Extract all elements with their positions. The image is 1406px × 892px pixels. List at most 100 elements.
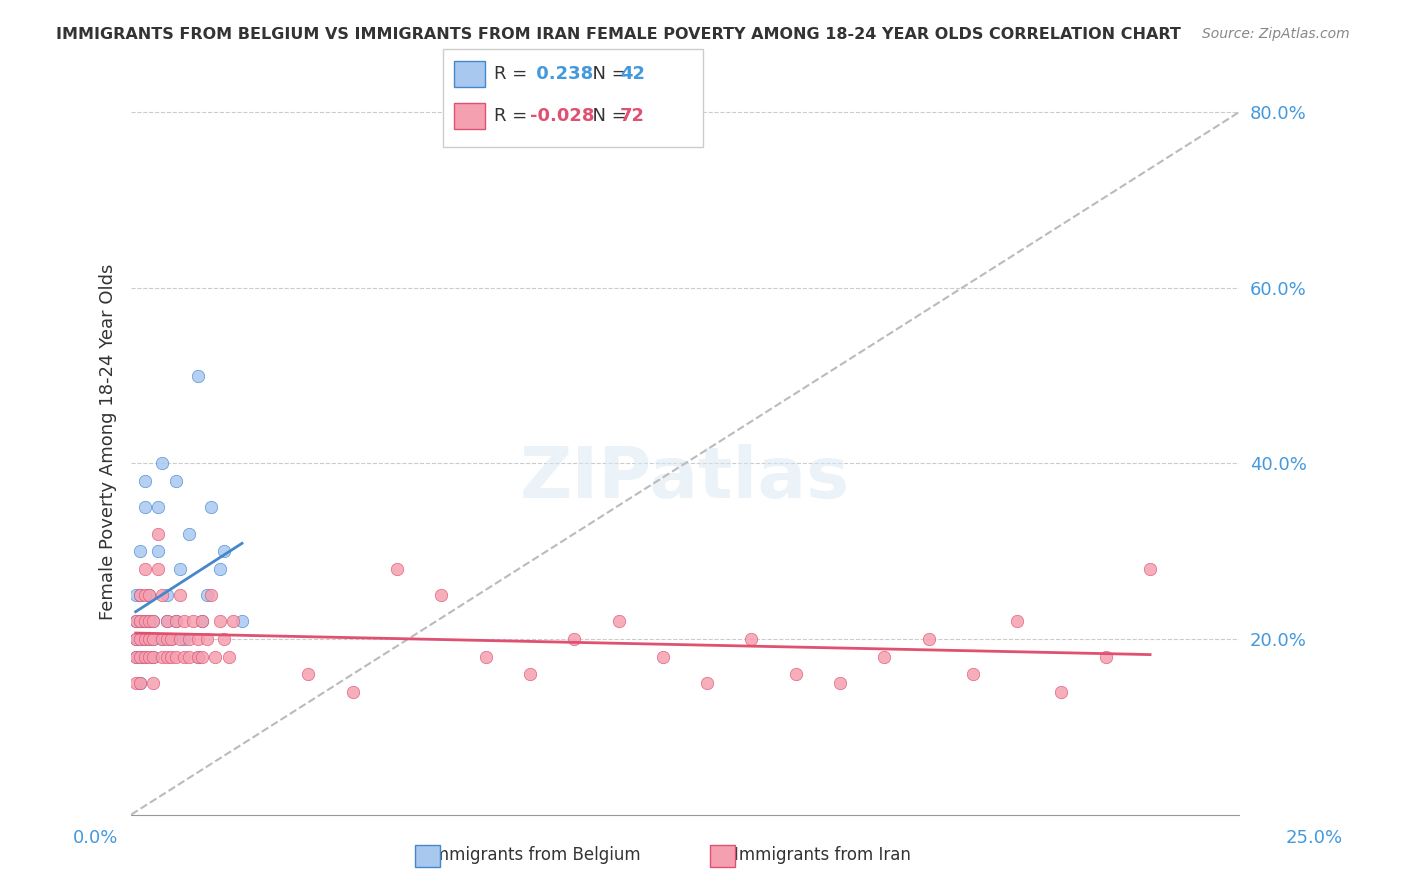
Point	[142, 649, 165, 664]
Point	[124, 615, 146, 629]
Point	[169, 632, 191, 646]
Text: Immigrants from Belgium: Immigrants from Belgium	[427, 846, 641, 863]
Text: IMMIGRANTS FROM BELGIUM VS IMMIGRANTS FROM IRAN FEMALE POVERTY AMONG 18-24 YEAR : IMMIGRANTS FROM BELGIUM VS IMMIGRANTS FR…	[56, 27, 1181, 42]
Point	[177, 632, 200, 646]
Point	[134, 500, 156, 515]
Point	[124, 615, 146, 629]
Point	[138, 615, 160, 629]
Point	[138, 588, 160, 602]
Point	[150, 632, 173, 646]
Text: R =: R =	[494, 65, 533, 83]
Text: ZIPatlas: ZIPatlas	[520, 444, 851, 513]
Point	[146, 500, 169, 515]
Point	[138, 632, 160, 646]
Point	[195, 632, 218, 646]
Point	[200, 500, 222, 515]
Point	[165, 649, 187, 664]
Point	[218, 649, 240, 664]
Point	[1005, 615, 1028, 629]
Point	[474, 649, 496, 664]
Point	[150, 632, 173, 646]
Point	[160, 632, 183, 646]
Point	[129, 588, 152, 602]
Point	[651, 649, 673, 664]
Point	[740, 632, 762, 646]
Point	[187, 368, 209, 383]
Point	[169, 588, 191, 602]
Point	[124, 588, 146, 602]
Point	[169, 562, 191, 576]
Point	[146, 544, 169, 558]
Point	[1094, 649, 1116, 664]
Point	[134, 615, 156, 629]
Point	[129, 632, 152, 646]
Point	[124, 632, 146, 646]
Point	[160, 649, 183, 664]
Point	[342, 684, 364, 698]
Point	[129, 649, 152, 664]
Point	[150, 457, 173, 471]
Point	[173, 632, 195, 646]
Point	[177, 526, 200, 541]
Point	[785, 667, 807, 681]
Text: 0.238: 0.238	[530, 65, 593, 83]
Point	[129, 615, 152, 629]
Point	[1050, 684, 1073, 698]
Point	[173, 649, 195, 664]
Point	[191, 649, 214, 664]
Point	[129, 588, 152, 602]
Point	[129, 632, 152, 646]
Point	[297, 667, 319, 681]
Point	[124, 649, 146, 664]
Point	[124, 676, 146, 690]
Point	[156, 649, 179, 664]
Text: N =: N =	[581, 65, 633, 83]
Point	[142, 632, 165, 646]
Point	[138, 588, 160, 602]
Point	[124, 649, 146, 664]
Text: R =: R =	[494, 107, 533, 125]
Point	[231, 615, 253, 629]
Point	[519, 667, 541, 681]
Point	[134, 474, 156, 488]
Point	[156, 588, 179, 602]
Point	[187, 649, 209, 664]
Point	[187, 632, 209, 646]
Point	[150, 588, 173, 602]
Text: 72: 72	[620, 107, 645, 125]
Point	[385, 562, 408, 576]
Point	[222, 615, 245, 629]
Point	[138, 649, 160, 664]
Point	[208, 562, 231, 576]
Point	[146, 526, 169, 541]
Point	[129, 544, 152, 558]
Point	[696, 676, 718, 690]
Point	[142, 649, 165, 664]
Point	[134, 562, 156, 576]
Point	[917, 632, 939, 646]
Point	[124, 632, 146, 646]
Point	[173, 615, 195, 629]
Point	[150, 649, 173, 664]
Point	[134, 588, 156, 602]
Point	[146, 562, 169, 576]
Point	[607, 615, 630, 629]
Text: N =: N =	[581, 107, 633, 125]
Point	[129, 615, 152, 629]
Point	[134, 615, 156, 629]
Text: Source: ZipAtlas.com: Source: ZipAtlas.com	[1202, 27, 1350, 41]
Point	[562, 632, 585, 646]
Point	[134, 632, 156, 646]
Point	[214, 632, 236, 646]
Point	[134, 649, 156, 664]
Point	[134, 649, 156, 664]
Point	[430, 588, 453, 602]
Point	[828, 676, 851, 690]
Point	[165, 615, 187, 629]
Point	[138, 615, 160, 629]
Y-axis label: Female Poverty Among 18-24 Year Olds: Female Poverty Among 18-24 Year Olds	[100, 263, 117, 620]
Point	[165, 615, 187, 629]
Point	[134, 632, 156, 646]
Point	[142, 615, 165, 629]
Point	[160, 632, 183, 646]
